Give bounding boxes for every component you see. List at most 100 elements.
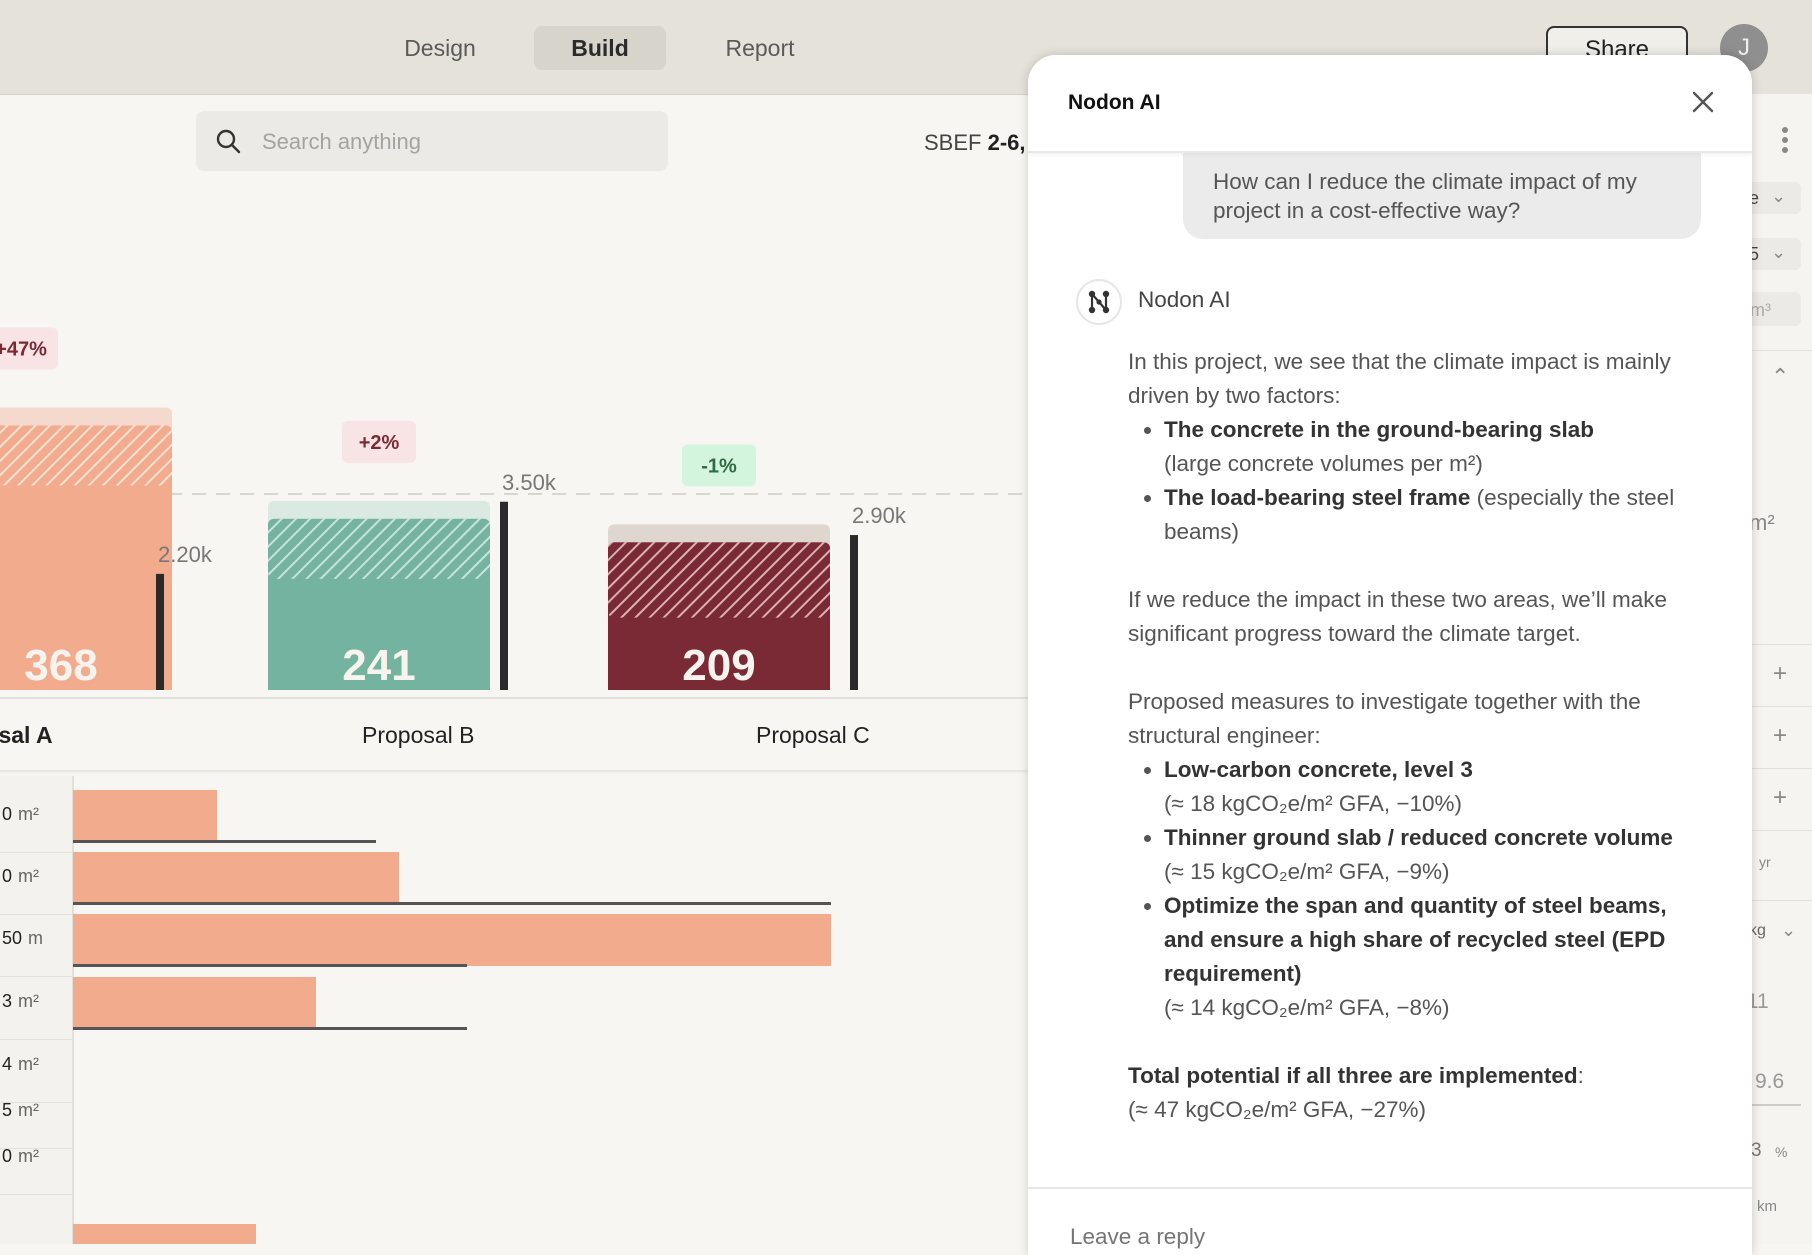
measures-list: Low-carbon concrete, level 3(≈ 18 kgCO₂e…	[1128, 753, 1708, 1025]
row-value: 0 m²	[2, 804, 39, 825]
proposal-a-label: Proposal A	[0, 722, 53, 748]
add-icon[interactable]: +	[1773, 722, 1788, 749]
reply-input[interactable]	[1068, 1223, 1692, 1251]
row-number: 0	[2, 1146, 13, 1166]
proposal-b-label: Proposal B	[362, 722, 475, 748]
measures-intro: Proposed measures to investigate togethe…	[1128, 689, 1641, 748]
panel-divider	[1740, 900, 1812, 901]
add-icon[interactable]: +	[1773, 660, 1788, 687]
standard-label: SBEF 2-6,	[924, 130, 1026, 156]
row-value: 3 m²	[2, 991, 39, 1012]
add-icon[interactable]: +	[1773, 784, 1788, 811]
reference-label: 2.20k	[158, 542, 213, 567]
lifetime-unit: yr	[1759, 854, 1771, 870]
chart-baseline	[0, 697, 1030, 699]
row-reference-line	[73, 840, 377, 843]
distance-value: 9.6	[1755, 1070, 1785, 1093]
chevron-down-icon: ⌄	[1771, 242, 1787, 262]
row-reference-line	[73, 964, 468, 967]
bot-answer: In this project, we see that the climate…	[1128, 345, 1708, 1127]
search-input[interactable]	[260, 121, 654, 163]
panel-divider	[1740, 644, 1812, 645]
reference-label: 2.90k	[852, 503, 907, 528]
row-value: 4 m²	[2, 1054, 39, 1075]
dropdown-1-value: e	[1749, 188, 1760, 208]
measure-item: Low-carbon concrete, level 3(≈ 18 kgCO₂e…	[1164, 753, 1708, 821]
chevron-down-icon: ⌄	[1771, 186, 1787, 206]
row-number: 0	[2, 866, 13, 886]
tab-report[interactable]: Report	[725, 35, 795, 61]
row-unit: m²	[18, 804, 40, 824]
answer-intro: In this project, we see that the climate…	[1128, 349, 1671, 408]
nodon-logo-icon	[1088, 290, 1110, 314]
weight-unit: kg	[1749, 922, 1766, 939]
bar-hatch	[0, 425, 172, 486]
percent-unit: %	[1775, 1144, 1788, 1160]
row-separator	[0, 1102, 72, 1103]
bar-value-label: 368	[24, 641, 97, 690]
panel-divider	[1740, 350, 1812, 351]
factor-item: The load-bearing steel frame (especially…	[1164, 481, 1708, 549]
row-bar	[73, 977, 316, 1029]
row-bar	[73, 914, 831, 966]
row-value: 0 m²	[2, 1146, 39, 1167]
panel-divider	[1740, 706, 1812, 707]
bar	[0, 425, 172, 690]
row-separator	[0, 1194, 72, 1195]
ai-chat-title: Nodon AI	[1068, 91, 1161, 114]
row-number: 0	[2, 804, 13, 824]
row-separator	[0, 914, 72, 915]
user-message: How can I reduce the climate impact of m…	[1183, 151, 1701, 239]
row-unit: m²	[18, 991, 40, 1011]
factor-item: The concrete in the ground-bearing slab(…	[1164, 413, 1708, 481]
percent-value: 3	[1751, 1140, 1762, 1161]
panel-divider	[1740, 768, 1812, 769]
row-bar	[73, 852, 399, 904]
row-unit: m²	[18, 1054, 40, 1074]
row-unit: m²	[18, 1146, 40, 1166]
ai-chat-panel: Nodon AI How can I reduce the climate im…	[1028, 55, 1752, 1255]
close-icon[interactable]	[1688, 87, 1718, 117]
row-number: 50	[2, 928, 23, 948]
reply-area	[1028, 1187, 1752, 1255]
ai-chat-header: Nodon AI	[1028, 55, 1752, 153]
bar-hatch	[608, 542, 830, 618]
reference-label: 3.50k	[502, 470, 557, 495]
factor-list: The concrete in the ground-bearing slab(…	[1128, 413, 1708, 549]
field-underline	[1741, 1104, 1801, 1106]
search-box[interactable]	[196, 111, 668, 171]
panel-divider	[1740, 830, 1812, 831]
reference-marker	[500, 501, 508, 690]
row-bar	[73, 790, 218, 842]
dropdown-2-value: 5	[1749, 244, 1760, 264]
tab-build[interactable]: Build	[534, 26, 666, 70]
bot-avatar	[1076, 279, 1122, 325]
area-unit: m²	[1749, 510, 1775, 535]
change-badge	[342, 420, 416, 463]
standard-prefix: SBEF	[924, 130, 982, 155]
total-potential: Total potential if all three are impleme…	[1128, 1063, 1584, 1122]
chevron-up-icon[interactable]: ⌃	[1771, 364, 1790, 389]
row-unit: m	[28, 928, 44, 948]
bot-name: Nodon AI	[1138, 287, 1231, 312]
measure-item: Thinner ground slab / reduced concrete v…	[1164, 821, 1708, 889]
bar-value-label: 209	[682, 641, 755, 690]
reference-marker	[156, 573, 164, 690]
row-separator	[0, 1039, 72, 1040]
tab-design[interactable]: Design	[404, 35, 476, 61]
more-vertical-icon[interactable]	[1781, 126, 1789, 154]
row-unit: m²	[18, 1100, 40, 1120]
measure-item: Optimize the span and quantity of steel …	[1164, 889, 1708, 1025]
standard-value: 2-6,	[987, 130, 1026, 155]
change-badge	[682, 444, 756, 487]
row-number: 3	[2, 991, 13, 1011]
row-value: 5 m²	[2, 1100, 39, 1121]
row-unit: m²	[18, 866, 40, 886]
search-icon	[216, 129, 241, 154]
row-separator	[0, 1148, 72, 1149]
row-separator	[0, 852, 72, 853]
section-divider	[0, 770, 1030, 774]
change-badge	[0, 327, 58, 370]
change-badge-label: +47%	[0, 339, 47, 361]
proposal-c-label: Proposal C	[756, 722, 870, 748]
